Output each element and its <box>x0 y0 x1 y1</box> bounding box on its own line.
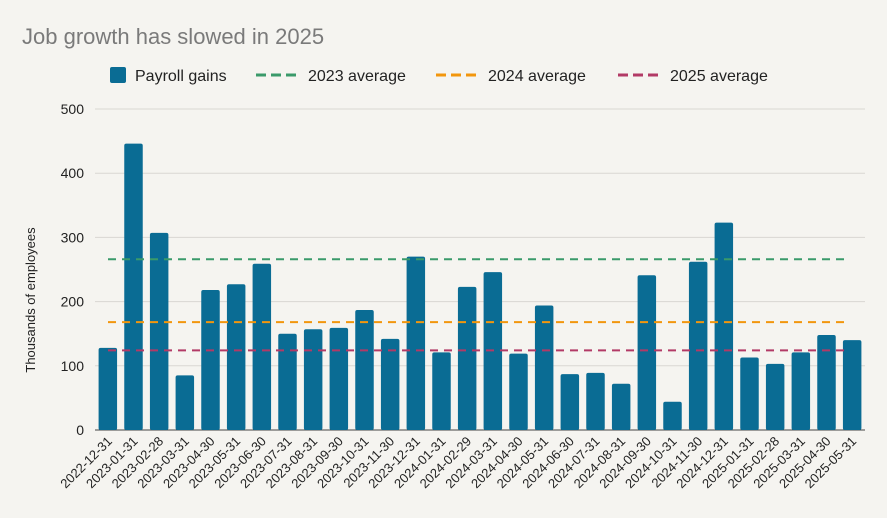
bar <box>329 327 349 430</box>
bar <box>278 333 297 430</box>
bar <box>817 334 836 430</box>
legend-label: 2023 average <box>308 68 406 85</box>
bar <box>740 357 759 430</box>
legend: Payroll gains 2023 average 2024 average 202… <box>110 67 768 85</box>
bar <box>124 143 143 430</box>
chart-title: Job growth has slowed in 2025 <box>22 24 324 49</box>
y-tick-label: 500 <box>61 101 85 117</box>
bar <box>380 338 400 430</box>
legend-label: Payroll gains <box>135 68 227 85</box>
bar <box>201 290 220 430</box>
gridlines <box>95 108 865 431</box>
bar <box>586 372 605 430</box>
bar <box>149 232 169 430</box>
bar <box>611 383 631 430</box>
bar <box>791 352 811 430</box>
bars <box>98 143 862 430</box>
bar <box>98 347 118 430</box>
bar <box>432 352 451 430</box>
bar <box>509 353 528 430</box>
legend-label: 2024 average <box>488 68 586 85</box>
bar <box>406 256 426 430</box>
y-tick-label: 0 <box>76 422 84 438</box>
y-tick-label: 400 <box>61 165 85 181</box>
y-tick-label: 300 <box>61 229 85 245</box>
reference-lines <box>108 258 850 352</box>
bar <box>303 329 323 430</box>
bar <box>534 305 554 430</box>
bar <box>714 222 734 430</box>
bar <box>252 263 272 430</box>
bar <box>355 309 374 430</box>
y-tick-label: 100 <box>61 358 85 374</box>
x-axis-ticks: 2022-12-312023-01-312023-02-282023-03-31… <box>57 434 859 492</box>
y-axis-ticks: 0 100 200 300 400 500 <box>61 101 85 438</box>
bar <box>765 363 785 430</box>
bar <box>842 340 862 430</box>
y-tick-label: 200 <box>61 294 85 310</box>
bar <box>560 374 580 430</box>
y-axis-label: Thousands of employees <box>23 227 38 373</box>
bar <box>688 261 708 430</box>
bar <box>663 401 682 430</box>
legend-swatch-payroll <box>110 67 126 83</box>
bar <box>457 286 477 430</box>
bar <box>226 284 246 430</box>
bar <box>175 375 195 430</box>
legend-label: 2025 average <box>670 68 768 85</box>
bar <box>637 275 657 430</box>
